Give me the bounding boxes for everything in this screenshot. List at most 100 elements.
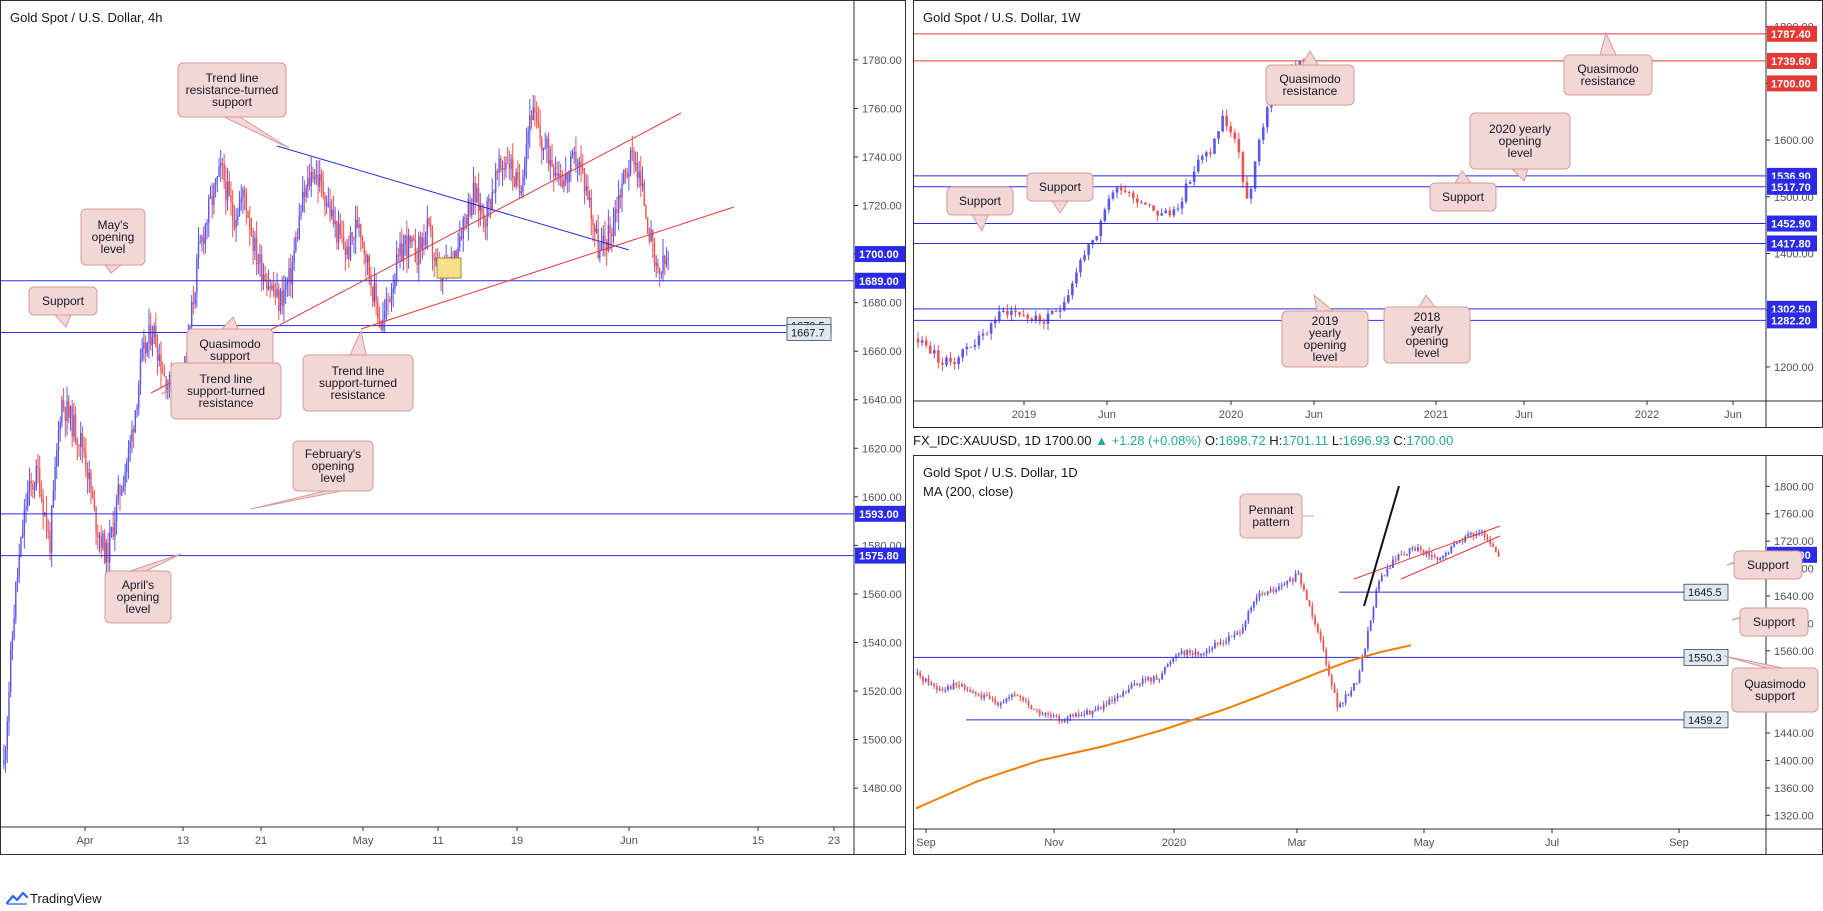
candle-body — [960, 684, 963, 687]
tradingview-brand[interactable]: TradingView — [30, 891, 102, 906]
candle-body — [457, 247, 459, 258]
candle-body — [594, 225, 596, 233]
candle-body — [1217, 131, 1220, 139]
symbol-label[interactable]: FX_IDC:XAUUSD, 1D — [913, 433, 1041, 448]
callout-box — [1733, 550, 1803, 580]
candle-body — [1138, 683, 1141, 685]
candle-body — [1049, 714, 1052, 717]
candle-body — [68, 401, 70, 419]
y-tick-label: 1360.00 — [1774, 783, 1814, 795]
chart-h4-svg[interactable]: 1480.001500.001520.001540.001560.001580.… — [1, 1, 906, 855]
callout-text: Support — [42, 294, 85, 308]
candle-body — [1066, 295, 1070, 303]
candle-body — [310, 171, 312, 187]
candle-body — [1014, 310, 1017, 313]
candle-body — [1261, 127, 1265, 140]
callout-text: support — [210, 349, 251, 363]
candle-body — [295, 237, 297, 251]
candle-body — [949, 686, 952, 690]
chart-weekly-svg[interactable]: 1200.001300.001400.001500.001600.001700.… — [914, 1, 1823, 428]
candle-body — [1436, 557, 1439, 561]
chart-panel-h4[interactable]: 1480.00 1500.00 1520.00 1540.00 1560.00 1580.… — [0, 0, 906, 855]
candle-body — [547, 138, 550, 165]
candle-body — [1155, 676, 1158, 680]
candle-body — [1047, 713, 1049, 715]
candle-body — [1095, 236, 1099, 241]
candle-body — [109, 531, 111, 563]
candle-body — [916, 338, 920, 343]
candle-body — [83, 447, 85, 453]
candle-body — [365, 253, 367, 263]
candle-body — [27, 491, 29, 507]
candle-body — [969, 346, 973, 348]
candle-body — [401, 243, 403, 262]
candle-body — [1189, 650, 1191, 654]
candle-body — [1072, 714, 1075, 717]
candle-body — [629, 150, 632, 174]
candle-body — [1247, 611, 1250, 622]
x-tick-label: 19 — [511, 835, 523, 847]
candle-body — [1266, 591, 1269, 595]
candle-body — [136, 407, 138, 411]
chart-title-weekly: Gold Spot / U.S. Dollar, 1W — [923, 10, 1081, 25]
candle-body — [1046, 313, 1050, 324]
y-tick-label: 1640.00 — [862, 395, 902, 407]
trend-line-support-turned-resistance-2 — [360, 206, 735, 330]
candle-body — [988, 696, 991, 699]
candle-body — [1492, 544, 1494, 547]
price-label: 1452.90 — [1771, 219, 1811, 231]
candle-body — [980, 694, 983, 699]
candle-body — [1222, 642, 1225, 644]
candle-body — [1144, 679, 1147, 681]
candle-body — [131, 429, 133, 442]
candle-body — [919, 672, 922, 677]
candle-body — [100, 536, 102, 549]
chart-panel-weekly[interactable]: 1200.001300.001400.001500.001600.001700.… — [913, 0, 1823, 428]
x-tick-label: Jun — [1305, 409, 1323, 421]
candle-body — [238, 202, 241, 216]
candle-body — [1291, 578, 1294, 582]
candle-body — [1305, 590, 1308, 601]
candle-body — [617, 195, 620, 214]
candle-body — [1233, 634, 1236, 637]
callout-box — [80, 208, 146, 266]
callout-pointer — [1599, 31, 1617, 56]
candle-body — [1298, 61, 1302, 67]
candle-body — [571, 153, 574, 157]
candle-body — [944, 689, 947, 691]
candle-body — [62, 400, 65, 408]
price-label-box — [1767, 235, 1817, 252]
candle-body — [1225, 115, 1228, 127]
y-tick-label: 1640.00 — [1774, 591, 1814, 603]
candle-body — [395, 255, 398, 281]
candle-body — [141, 348, 143, 359]
chart-daily-svg[interactable]: 1320.001360.001400.001440.001480.001520.… — [914, 456, 1823, 855]
candle-body — [646, 217, 649, 234]
candle-body — [1083, 714, 1086, 716]
candle-body — [648, 233, 651, 242]
candle-body — [1152, 205, 1155, 211]
candle-body — [1275, 589, 1278, 592]
candle-body — [397, 255, 400, 257]
candle-body — [211, 195, 213, 205]
candle-body — [1161, 673, 1164, 680]
candle-body — [554, 173, 557, 176]
callout-box — [1026, 172, 1094, 202]
candle-body — [958, 685, 961, 687]
candle-body — [336, 220, 338, 243]
chart-panel-daily[interactable]: 1320.001360.001400.001440.001480.001520.… — [913, 455, 1823, 855]
callout-text: resistance-turned — [186, 83, 279, 97]
candle-body — [1186, 650, 1189, 656]
candle-body — [360, 224, 362, 238]
candle-body — [356, 219, 359, 228]
tradingview-logo-icon[interactable] — [6, 891, 28, 905]
candle-body — [1289, 578, 1291, 581]
candle-body — [588, 197, 591, 200]
candle-body — [1130, 684, 1133, 689]
candle-body — [997, 702, 999, 706]
candle-body — [1105, 704, 1108, 706]
x-tick-label: Jul — [1545, 837, 1559, 849]
candle-body — [1414, 548, 1417, 551]
y-tick-label: 1740.00 — [862, 152, 902, 164]
